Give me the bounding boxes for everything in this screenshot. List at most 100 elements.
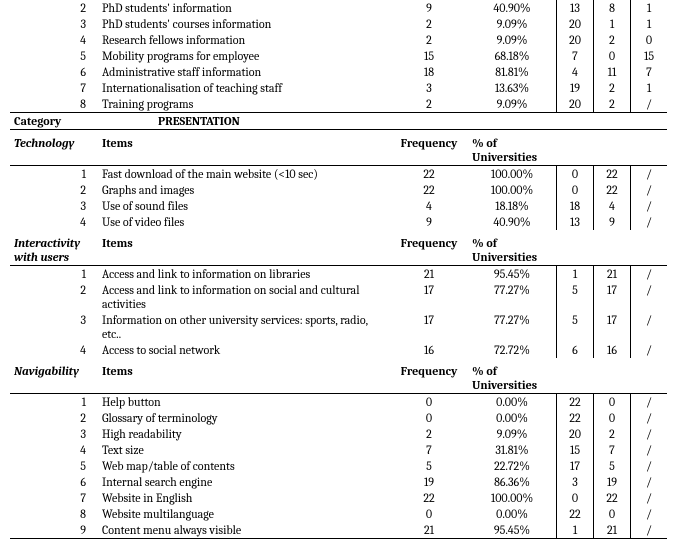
row-frequency: 17: [390, 282, 468, 312]
row-col-c: /: [631, 198, 668, 214]
row-item: Mobility programs for employee: [98, 48, 390, 64]
row-number: 2: [10, 182, 98, 198]
row-percent: 22.72%: [468, 458, 557, 474]
row-frequency: 17: [390, 312, 468, 342]
table-row: 1Help button00.00%220/: [10, 394, 667, 411]
row-col-b: 0: [594, 410, 631, 426]
row-number: 4: [10, 32, 98, 48]
col-head-freq: Frequency: [390, 130, 468, 166]
table-row: 4Research fellows information29.09%2020: [10, 32, 667, 48]
blank: [557, 230, 594, 266]
row-col-c: /: [631, 458, 668, 474]
row-col-b: 22: [594, 182, 631, 198]
row-col-c: 1: [631, 16, 668, 32]
row-percent: 100.00%: [468, 182, 557, 198]
row-number: 5: [10, 458, 98, 474]
row-col-c: /: [631, 442, 668, 458]
col-head-items: Items: [98, 130, 390, 166]
row-col-a: 20: [557, 16, 594, 32]
row-col-b: 22: [594, 490, 631, 506]
row-col-c: /: [631, 506, 668, 522]
row-col-c: /: [631, 410, 668, 426]
section-header: NavigabilityItemsFrequency% of Universit…: [10, 358, 667, 394]
row-percent: 100.00%: [468, 490, 557, 506]
row-col-a: 19: [557, 80, 594, 96]
blank: [557, 130, 594, 166]
row-col-c: /: [631, 214, 668, 230]
row-number: 6: [10, 474, 98, 490]
row-col-a: 20: [557, 96, 594, 113]
data-table: 2PhD students' information940.90%13813Ph…: [10, 0, 667, 539]
col-head-freq: Frequency: [390, 230, 468, 266]
table-row: 2Graphs and images22100.00%022/: [10, 182, 667, 198]
table-row: 7Internationalisation of teaching staff3…: [10, 80, 667, 96]
table-row: 1Fast download of the main website (<10 …: [10, 166, 667, 183]
row-col-b: 2: [594, 426, 631, 442]
row-col-c: 1: [631, 80, 668, 96]
category-label: Category: [10, 113, 98, 130]
blank: [631, 230, 668, 266]
table-row: 3PhD students' courses information29.09%…: [10, 16, 667, 32]
row-col-b: 17: [594, 312, 631, 342]
col-head-pct: % of Universities: [468, 230, 557, 266]
row-item: Internationalisation of teaching staff: [98, 80, 390, 96]
row-col-b: 0: [594, 48, 631, 64]
col-head-items: Items: [98, 358, 390, 394]
table-row: 4Access to social network1672.72%616/: [10, 342, 667, 358]
table-row: 5Web map/table of contents522.72%175/: [10, 458, 667, 474]
table-row: 1Access and link to information on libra…: [10, 266, 667, 283]
row-frequency: 15: [390, 48, 468, 64]
row-item: Graphs and images: [98, 182, 390, 198]
col-head-items: Items: [98, 230, 390, 266]
row-number: 4: [10, 214, 98, 230]
row-percent: 9.09%: [468, 32, 557, 48]
row-col-c: /: [631, 522, 668, 539]
row-frequency: 22: [390, 182, 468, 198]
row-number: 7: [10, 490, 98, 506]
row-number: 1: [10, 166, 98, 183]
row-item: Help button: [98, 394, 390, 411]
table-row: 4Use of video files940.90%139/: [10, 214, 667, 230]
row-col-a: 15: [557, 442, 594, 458]
row-col-c: /: [631, 282, 668, 312]
row-percent: 86.36%: [468, 474, 557, 490]
table-row: 4Text size731.81%157/: [10, 442, 667, 458]
row-col-c: /: [631, 182, 668, 198]
row-col-c: 1: [631, 0, 668, 16]
table-row: 2PhD students' information940.90%1381: [10, 0, 667, 16]
row-number: 6: [10, 64, 98, 80]
row-col-c: /: [631, 474, 668, 490]
row-item: Access to social network: [98, 342, 390, 358]
row-col-a: 13: [557, 0, 594, 16]
table-row: 9Content menu always visible2195.45%121/: [10, 522, 667, 539]
row-frequency: 2: [390, 96, 468, 113]
row-col-a: 13: [557, 214, 594, 230]
row-item: PhD students' courses information: [98, 16, 390, 32]
row-percent: 9.09%: [468, 426, 557, 442]
row-percent: 40.90%: [468, 214, 557, 230]
blank: [631, 358, 668, 394]
row-item: Administrative staff information: [98, 64, 390, 80]
row-col-c: /: [631, 312, 668, 342]
row-item: Research fellows information: [98, 32, 390, 48]
table-row: 8Training programs29.09%202/: [10, 96, 667, 113]
row-percent: 77.27%: [468, 282, 557, 312]
section-name: Technology: [10, 130, 98, 166]
row-col-a: 3: [557, 474, 594, 490]
row-number: 4: [10, 342, 98, 358]
row-percent: 0.00%: [468, 410, 557, 426]
row-frequency: 0: [390, 394, 468, 411]
row-frequency: 3: [390, 80, 468, 96]
col-head-pct: % of Universities: [468, 130, 557, 166]
row-frequency: 4: [390, 198, 468, 214]
table-row: 6Internal search engine1986.36%319/: [10, 474, 667, 490]
row-percent: 95.45%: [468, 266, 557, 283]
row-col-a: 0: [557, 166, 594, 183]
table-row: 3High readability29.09%202/: [10, 426, 667, 442]
row-col-c: /: [631, 342, 668, 358]
row-item: PhD students' information: [98, 0, 390, 16]
row-percent: 95.45%: [468, 522, 557, 539]
blank: [594, 230, 631, 266]
row-col-a: 1: [557, 522, 594, 539]
row-percent: 13.63%: [468, 80, 557, 96]
